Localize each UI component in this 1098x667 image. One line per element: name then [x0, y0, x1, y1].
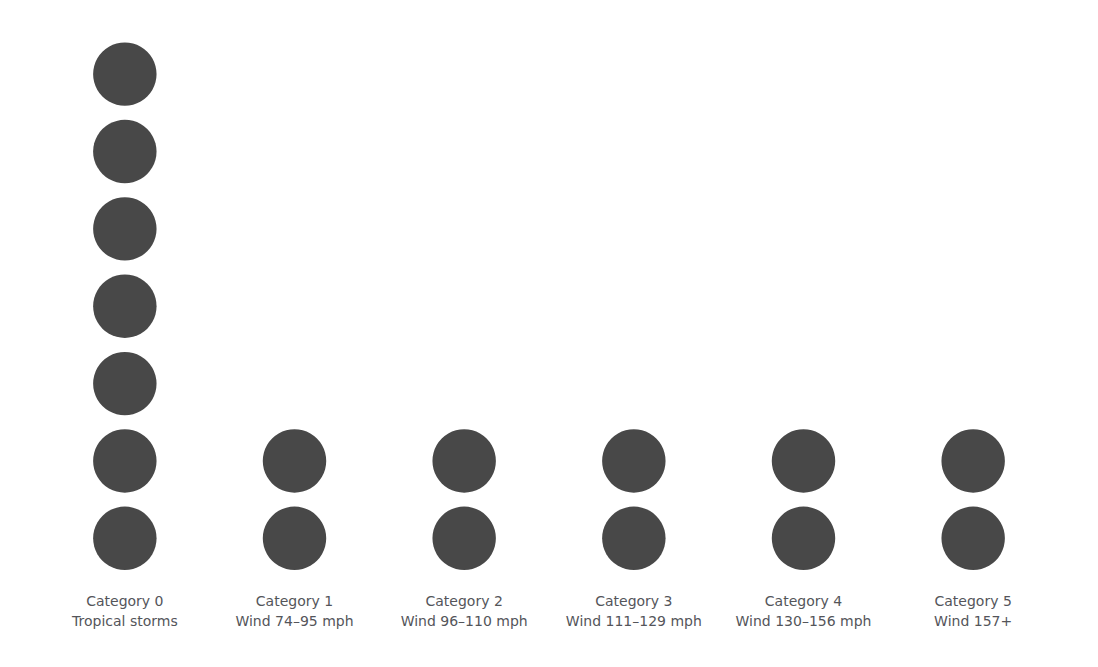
svg-text:Category 0: Category 0 — [86, 593, 163, 609]
svg-text:Wind 96–110 mph: Wind 96–110 mph — [401, 613, 528, 629]
svg-text:Wind 74–95 mph: Wind 74–95 mph — [235, 613, 353, 629]
svg-text:Wind 111–129 mph: Wind 111–129 mph — [566, 613, 702, 629]
svg-text:Category 4: Category 4 — [765, 593, 842, 609]
svg-text:Tropical storms: Tropical storms — [71, 613, 178, 629]
svg-text:Category 2: Category 2 — [426, 593, 503, 609]
svg-text:Category 3: Category 3 — [595, 593, 672, 609]
svg-text:Wind 130–156 mph: Wind 130–156 mph — [736, 613, 872, 629]
svg-text:Category 5: Category 5 — [935, 593, 1012, 609]
svg-text:Wind 157+: Wind 157+ — [934, 613, 1012, 629]
svg-text:Category 1: Category 1 — [256, 593, 333, 609]
